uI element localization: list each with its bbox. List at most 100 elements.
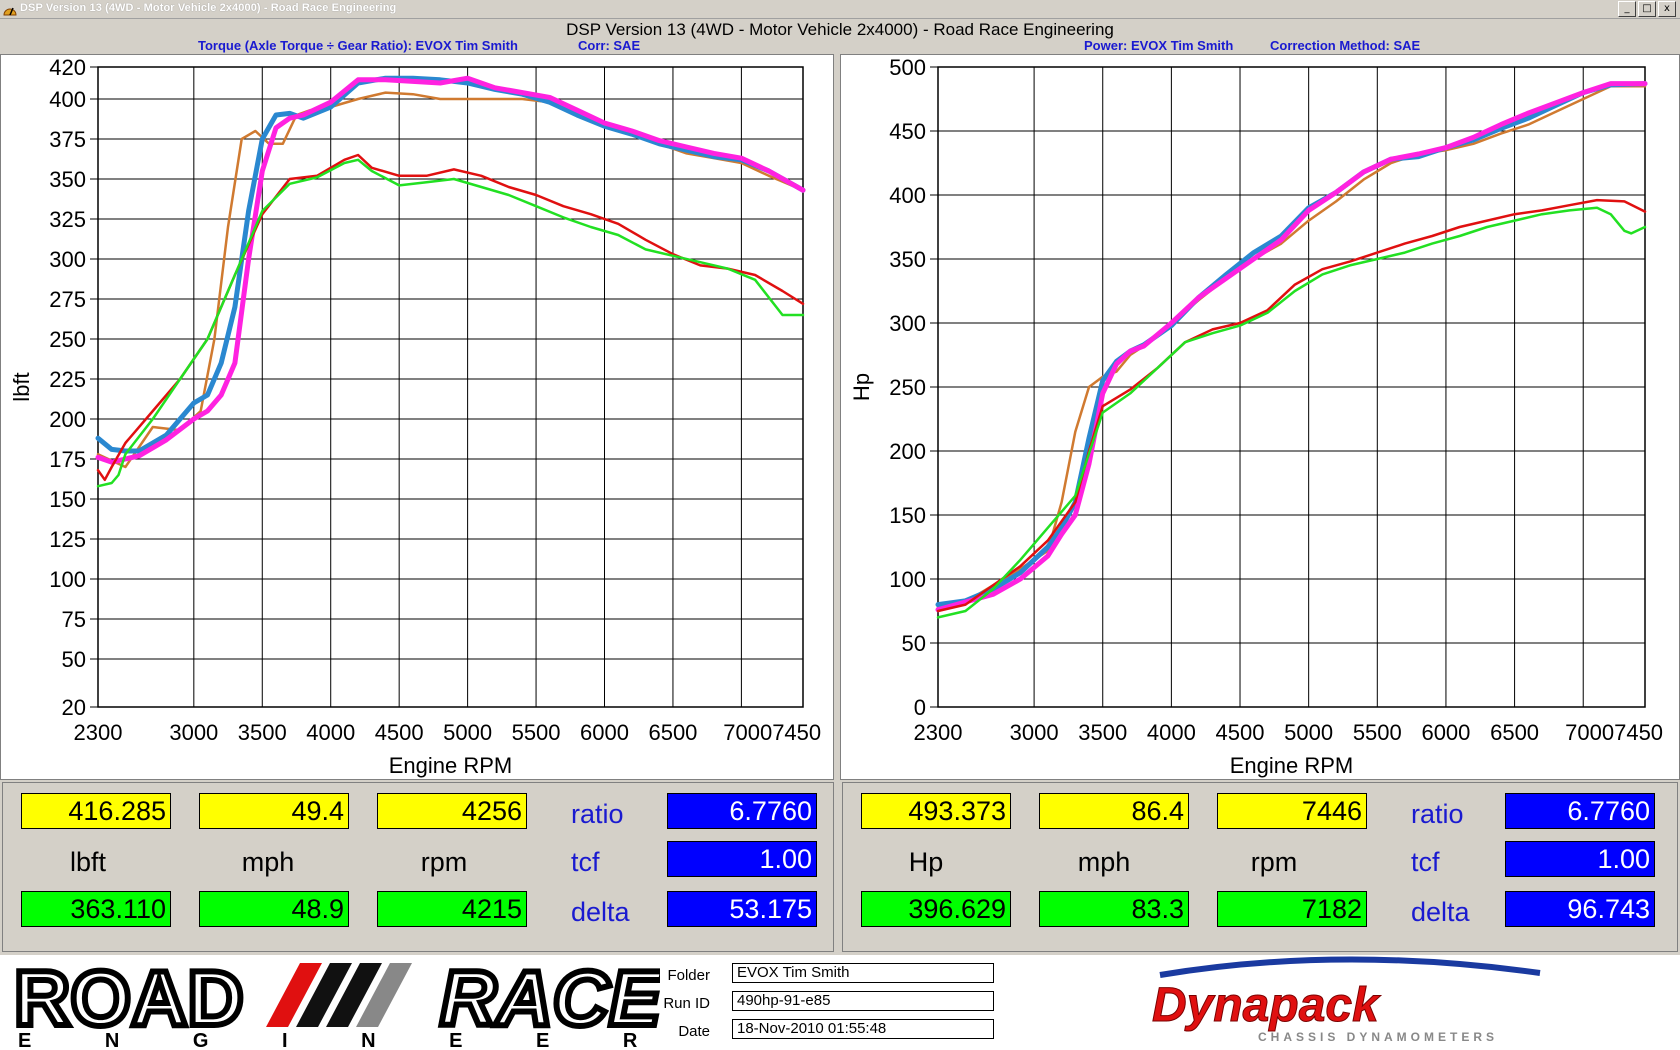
x-tick-label: 6500 [648,720,697,745]
x-tick-label: 2300 [74,720,123,745]
rpm-unit-label: rpm [420,847,468,877]
x-tick-label: 5500 [512,720,561,745]
series-line-4 [936,206,1647,619]
x-tick-label: 4000 [306,720,355,745]
runid-label: Run ID [663,995,710,1012]
page-title: DSP Version 13 (4WD - Motor Vehicle 2x40… [566,20,1114,39]
y-tick-label: 100 [49,567,86,592]
minimize-button[interactable]: _ [1618,1,1636,17]
y-tick-label: 250 [889,375,926,400]
plot-area [97,66,804,708]
y-tick-label: 325 [49,207,86,232]
x-tick-label: 6000 [1421,720,1470,745]
power-unit-label: Hp [908,847,944,877]
cursor1-power-value: 493.373 [861,793,1011,829]
x-tick-label: 4000 [1147,720,1196,745]
series-line-1 [935,81,1648,608]
road-race-logo: ROAD RACE E N G I N E E R I N G [11,955,660,1050]
left-chart-correction: Corr: SAE [578,38,641,53]
logo-road-text: ROAD [14,955,244,1042]
cursor1-speed-value: 49.4 [199,793,349,829]
x-tick-label: 6500 [1490,720,1539,745]
y-tick-label: 350 [49,167,86,192]
y-tick-label: 420 [49,55,86,80]
chart-gridlines [937,66,1646,708]
y-tick-label: 200 [889,439,926,464]
y-tick-label: 125 [49,527,86,552]
y-tick-label: 150 [889,503,926,528]
date-label: Date [678,1023,710,1040]
logo-race-text: RACE [440,955,660,1042]
x-tick-label: 5000 [443,720,492,745]
cursor1-torque-value: 416.285 [21,793,171,829]
y-tick-label: 350 [889,247,926,272]
right-chart-correction: Correction Method: SAE [1270,38,1421,53]
y-tick-label: 50 [902,631,926,656]
power-chart-panel[interactable]: 0 50 100 150 200 250 300 350 400 450 500 2300 3000 35… [840,54,1680,780]
power-readout-panel: 493.373 86.4 7446 Hp mph rpm 396.629 83.… [842,782,1678,952]
series-line-2 [935,81,1648,613]
maximize-button[interactable]: □ [1638,1,1656,17]
series-line-3 [936,198,1647,613]
y-tick-label: 225 [49,367,86,392]
x-tick-label: 4500 [1216,720,1265,745]
cursor1-rpm-value: 4256 [377,793,527,829]
app-icon [3,7,17,16]
y-tick-label: 450 [889,119,926,144]
y-tick-label: 250 [49,327,86,352]
y-tick-label: 375 [49,127,86,152]
torque-chart-panel[interactable]: 20 50 75 100 125 150 175 200 225 250 275 300 325 350 3… [0,54,834,780]
chart-gridlines [97,66,804,708]
footer: ROAD RACE E N G I N E E R I N G Folder E… [0,955,1680,1050]
cursor2-speed-value: 48.9 [199,891,349,927]
y-tick-label: 300 [889,311,926,336]
x-tick-label: 70007450 [1565,720,1663,745]
series-line-2 [95,75,806,465]
ratio-label: ratio [571,799,624,829]
folder-field[interactable]: EVOX Tim Smith [732,963,994,983]
dynapack-subtext: CHASSIS DYNAMOMETERS [1258,1030,1498,1044]
y-tick-label: 175 [49,447,86,472]
torque-chart[interactable]: 20 50 75 100 125 150 175 200 225 250 275 300 325 350 3… [1,55,833,779]
x-tick-label: 4500 [375,720,424,745]
delta-label: delta [1411,897,1470,927]
delta-value: 96.743 [1505,891,1655,927]
x-tick-label: 2300 [914,720,963,745]
x-axis-label: Engine RPM [1230,753,1354,778]
series-line-3 [96,153,805,482]
x-tick-label: 3500 [1078,720,1127,745]
left-chart-subtitle: Torque (Axle Torque ÷ Gear Ratio): EVOX … [198,38,518,53]
window-title: DSP Version 13 (4WD - Motor Vehicle 2x40… [20,2,397,14]
y-tick-label: 150 [49,487,86,512]
y-tick-label: 0 [914,695,926,720]
y-tick-label: 20 [62,695,86,720]
folder-label: Folder [667,967,710,984]
logo-engineering-text: E N G I N E E R I N G [18,1030,660,1050]
ratio-label: ratio [1411,799,1464,829]
y-tick-label: 300 [49,247,86,272]
y-axis-label: Hp [849,373,874,401]
delta-label: delta [571,897,630,927]
window-titlebar: DSP Version 13 (4WD - Motor Vehicle 2x40… [0,0,1680,19]
runid-field[interactable]: 490hp-91-e85 [732,991,994,1011]
close-button[interactable]: x [1658,1,1676,17]
cursor2-rpm-value: 4215 [377,891,527,927]
x-tick-label: 3000 [1010,720,1059,745]
logo-stripes-icon [266,963,412,1027]
x-axis-label: Engine RPM [389,753,513,778]
y-tick-label: 500 [889,55,926,80]
right-chart-subtitle: Power: EVOX Tim Smith [1084,38,1234,53]
speed-unit-label: mph [1077,847,1131,877]
torque-unit-label: lbft [69,847,107,877]
tcf-value: 1.00 [1505,841,1655,877]
torque-readout-panel: 416.285 49.4 4256 lbft mph rpm 363.110 4… [2,782,834,952]
date-field[interactable]: 18-Nov-2010 01:55:48 [732,1019,994,1039]
x-tick-label: 3000 [169,720,218,745]
cursor2-torque-value: 363.110 [21,891,171,927]
y-tick-label: 100 [889,567,926,592]
speed-unit-label: mph [241,847,295,877]
dynapack-logo: Dynapack CHASSIS DYNAMOMETERS [1152,956,1541,1044]
y-axis-label: lbft [9,372,34,401]
power-chart[interactable]: 0 50 100 150 200 250 300 350 400 450 500 2300 3000 35… [841,55,1679,779]
tcf-value: 1.00 [667,841,817,877]
